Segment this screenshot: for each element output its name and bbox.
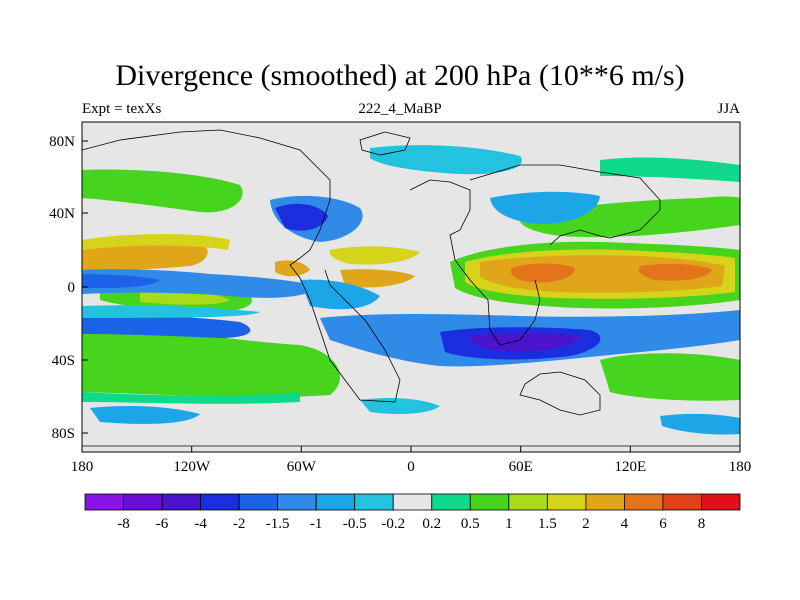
colorbar-label: -6 — [156, 516, 169, 532]
coastline-europe-africa — [409, 179, 541, 346]
field-asia-red-2 — [638, 263, 712, 281]
field-south-cyan-patch — [90, 406, 200, 424]
colorbar-label: 4 — [621, 516, 629, 532]
field-band-north-green — [82, 169, 243, 213]
colorbar-labels: -8 -6 -4 -2 -1.5 -1 -0.5 -0.2 0.2 0.5 1 1.5 2 4 6 8 — [117, 516, 705, 532]
colorbar-label: 2 — [582, 516, 590, 532]
colorbar — [84, 493, 741, 511]
colorbar-label: -1.5 — [266, 516, 290, 532]
colorbar-swatch — [701, 493, 741, 511]
field-africa-yellow — [340, 269, 415, 288]
colorbar-label: 8 — [698, 516, 706, 532]
colorbar-swatch — [585, 493, 625, 511]
colorbar-label: -0.2 — [381, 516, 405, 532]
colorbar-swatch — [662, 493, 702, 511]
x-tick-label: 120W — [173, 459, 211, 475]
colorbar-swatch — [546, 493, 587, 511]
colorbar-label: -4 — [194, 516, 207, 532]
colorbar-swatch — [277, 493, 317, 511]
field-america-cyan — [300, 279, 380, 310]
subtitle-case: 222_4_MaBP — [358, 101, 442, 117]
field-band-north-green-east — [519, 196, 740, 238]
field-band-north-cyan-east — [600, 157, 740, 182]
field-band-sw-cyan — [82, 392, 300, 404]
field-eq-cyan-strip — [82, 305, 260, 318]
field-asia-north-blue — [490, 191, 600, 224]
colorbar-label: -0.5 — [343, 516, 367, 532]
field-pacific-blue-belt — [82, 269, 320, 298]
y-tick-label: 40N — [49, 206, 75, 222]
colorbar-label: -8 — [117, 516, 130, 532]
field-tropical-yellow-west — [82, 234, 230, 250]
colorbar-label: -2 — [233, 516, 246, 532]
colorbar-label: 1.5 — [538, 516, 557, 532]
field-southern-cyan — [360, 398, 440, 414]
field-southeast-cyan-patch — [660, 413, 740, 435]
colorbar-swatch — [624, 493, 664, 511]
field-band-south-green — [82, 328, 340, 398]
y-tick-label: 40S — [52, 353, 75, 369]
colorbar-swatch — [315, 493, 356, 511]
field-tropical-orange-west — [82, 240, 208, 272]
axis-ticks — [81, 140, 741, 452]
colorbar-label: 0.5 — [461, 516, 480, 532]
x-tick-label: 60E — [509, 459, 533, 475]
subtitle-experiment: Expt = texXs — [82, 101, 162, 117]
divergence-field — [82, 145, 740, 435]
y-tick-label: 80N — [49, 134, 75, 150]
colorbar-swatch — [392, 493, 433, 511]
x-tick-label: 180 — [71, 459, 94, 475]
colorbar-label: 0.2 — [422, 516, 441, 532]
colorbar-label: -1 — [310, 516, 323, 532]
colorbar-swatch — [354, 493, 394, 511]
colorbar-swatch — [508, 493, 548, 511]
field-north-atlantic-darkblue — [275, 203, 328, 231]
colorbar-swatch — [200, 493, 240, 511]
coastline-north-america — [82, 129, 401, 403]
field-atlantic-yellow — [329, 246, 420, 265]
colorbar-swatch — [84, 493, 124, 511]
field-pacific-darkblue — [82, 274, 160, 288]
x-tick-label: 60W — [287, 459, 317, 475]
plot-title: Divergence (smoothed) at 200 hPa (10**6 … — [115, 59, 685, 92]
x-tick-label: 180 — [729, 459, 752, 475]
field-indian-purple — [469, 333, 580, 352]
coastline-australia — [519, 371, 601, 416]
y-axis-labels: 80N 40N 0 40S 80S — [49, 134, 75, 442]
y-tick-label: 80S — [52, 426, 75, 442]
field-arctic-cyan — [370, 145, 522, 175]
x-tick-label: 0 — [407, 459, 415, 475]
colorbar-swatch — [238, 493, 279, 511]
field-asia-red-1 — [510, 263, 575, 283]
field-band-south-green-east — [600, 353, 740, 401]
coastline-greenland — [359, 131, 411, 156]
x-tick-label: 120E — [614, 459, 646, 475]
colorbar-label: 6 — [659, 516, 667, 532]
field-south-pacific-blue — [82, 315, 251, 338]
colorbar-swatch — [469, 493, 510, 511]
y-tick-label: 0 — [68, 280, 76, 296]
colorbar-swatch — [431, 493, 471, 511]
colorbar-swatch — [123, 493, 163, 511]
coastline-eurasia — [469, 164, 661, 246]
subtitle-season: JJA — [717, 101, 740, 117]
colorbar-label: 1 — [505, 516, 513, 532]
colorbar-swatch — [161, 493, 201, 511]
x-axis-labels: 180 120W 60W 0 60E 120E 180 — [71, 459, 752, 475]
